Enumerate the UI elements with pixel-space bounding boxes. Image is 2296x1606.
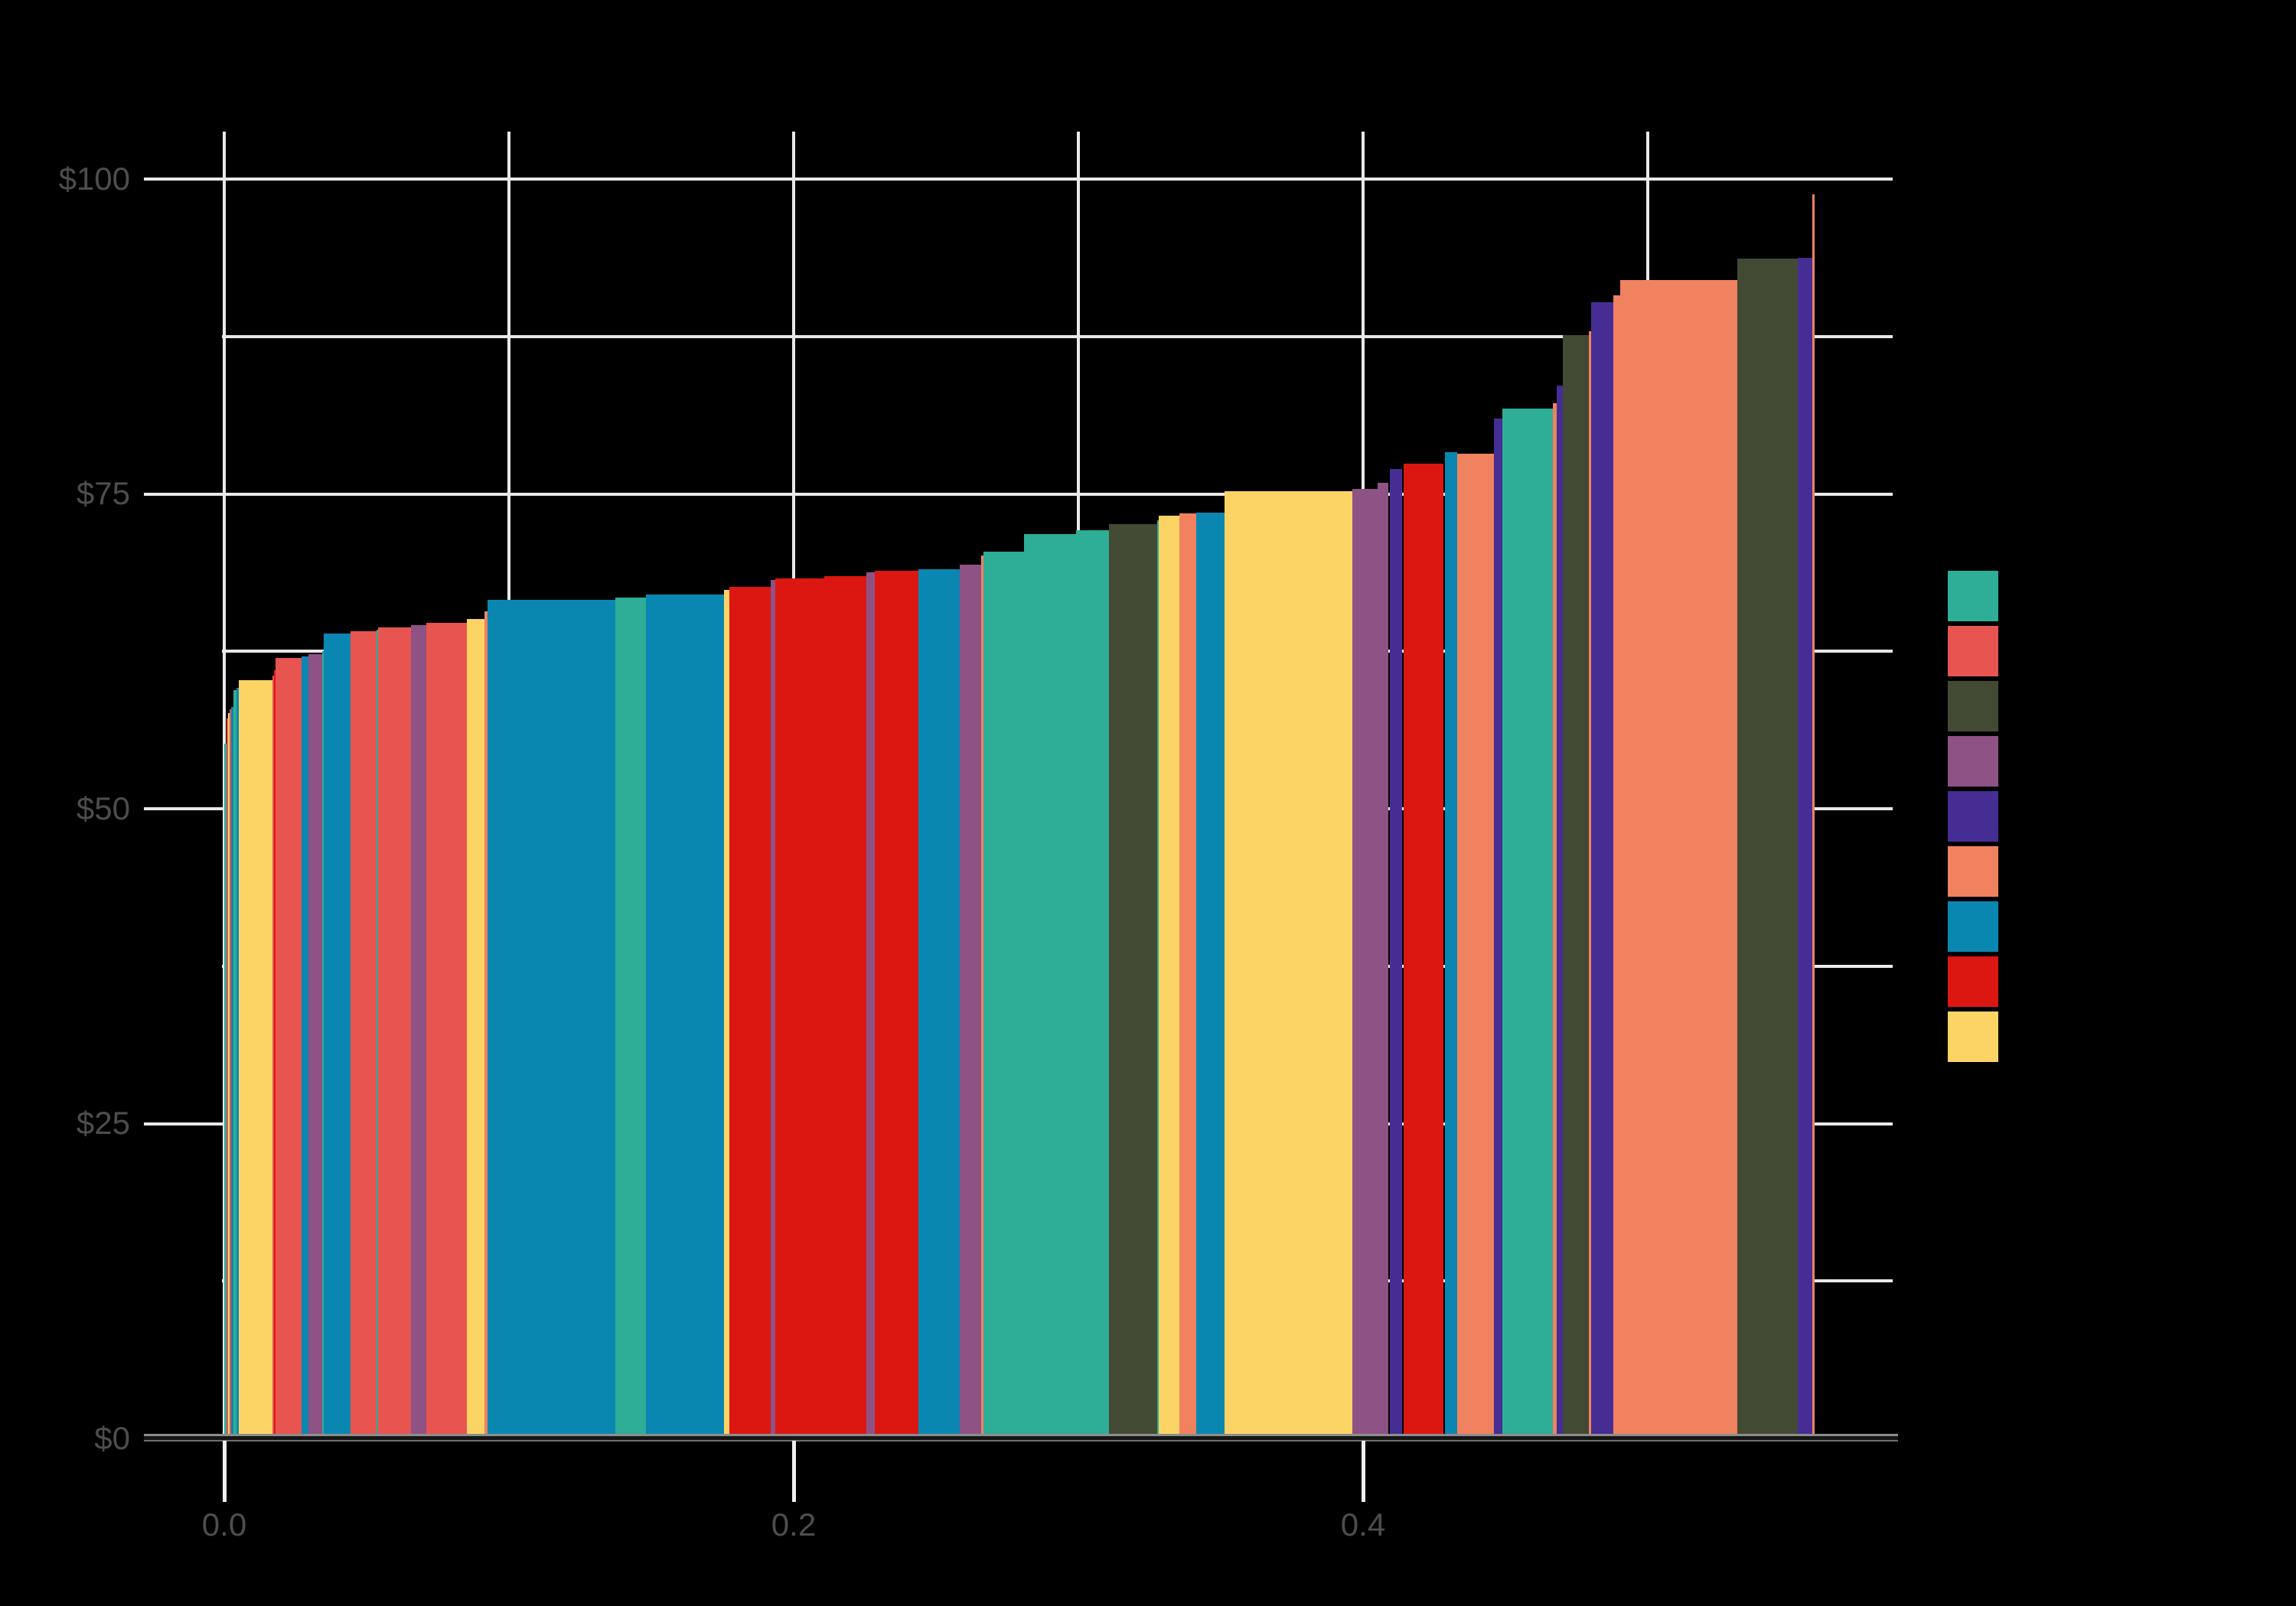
bar-23-teal xyxy=(615,597,647,1438)
legend-swatch-indigo xyxy=(1948,791,1998,842)
bar-46-indigo xyxy=(1389,468,1402,1438)
bar-30-purple xyxy=(866,572,876,1438)
bar-31-red xyxy=(875,571,918,1438)
y-tick-label-100: $100 xyxy=(58,161,130,197)
bar-47-red xyxy=(1403,464,1443,1438)
y-tick-label-25: $25 xyxy=(76,1105,130,1141)
bar-59-olive xyxy=(1737,258,1799,1438)
bar-54-olive xyxy=(1563,335,1589,1438)
legend-swatch-red xyxy=(1948,956,1998,1007)
bar-60-indigo xyxy=(1798,258,1812,1438)
legend-swatch-salmon xyxy=(1948,846,1998,897)
bar-43-yellow xyxy=(1224,491,1352,1438)
bar-4-blue xyxy=(230,706,233,1438)
bar-9-red xyxy=(274,670,276,1438)
bar-41-salmon xyxy=(1179,513,1196,1438)
legend-swatch-yellow xyxy=(1948,1011,1998,1062)
bar-61-salmon xyxy=(1812,194,1815,1438)
y-tick-label-75: $75 xyxy=(76,475,130,511)
bar-10-coral xyxy=(275,657,302,1438)
legend xyxy=(1948,571,1998,1062)
bar-5-teal xyxy=(233,690,236,1438)
bar-17-coral xyxy=(377,627,412,1438)
bar-40-yellow xyxy=(1158,516,1180,1438)
bar-48-blue xyxy=(1445,452,1458,1438)
bar-14-blue xyxy=(323,634,351,1438)
bar-11-blue xyxy=(302,656,309,1438)
bar-8-coral xyxy=(272,675,274,1438)
bar-21-salmon xyxy=(484,611,488,1438)
bar-44-purple xyxy=(1352,489,1378,1438)
bar-7-yellow xyxy=(238,680,272,1438)
bar-34-salmon xyxy=(981,555,984,1438)
bar-32-blue xyxy=(918,569,960,1438)
bar-20-yellow xyxy=(466,618,484,1438)
h-gridline-major xyxy=(144,178,1893,181)
legend-swatch-purple xyxy=(1948,736,1998,787)
bar-19-coral xyxy=(426,622,467,1438)
bar-29-red xyxy=(824,575,867,1438)
x-tick-label-0.2: 0.2 xyxy=(771,1507,817,1542)
x-axis-line xyxy=(144,1434,1898,1441)
bar-39-teal xyxy=(1157,520,1159,1438)
y-tick-label-50: $50 xyxy=(76,790,130,826)
bar-53-indigo xyxy=(1556,386,1564,1438)
bar-13-teal xyxy=(321,651,324,1438)
bar-24-blue xyxy=(645,595,724,1438)
h-gridline-major xyxy=(144,492,1893,496)
x-tick-label-0.4: 0.4 xyxy=(1340,1507,1386,1542)
y-tick-label-0: $0 xyxy=(94,1420,130,1456)
bar-26-red xyxy=(729,587,771,1438)
bar-51-teal xyxy=(1502,408,1553,1438)
bar-35-teal xyxy=(983,552,1024,1438)
bar-1-coral xyxy=(226,718,229,1438)
legend-swatch-coral xyxy=(1948,626,1998,676)
bar-36-teal xyxy=(1023,534,1076,1438)
bar-50-indigo xyxy=(1494,418,1503,1438)
legend-swatch-teal xyxy=(1948,571,1998,621)
x-tick xyxy=(792,1441,796,1502)
bar-15-coral xyxy=(351,631,377,1438)
x-tick xyxy=(223,1441,227,1502)
bar-6-blue xyxy=(236,688,239,1438)
bar-42-blue xyxy=(1196,512,1225,1438)
bar-49-salmon xyxy=(1457,453,1495,1438)
bar-2-yellow xyxy=(227,713,230,1438)
bar-52-salmon xyxy=(1553,403,1557,1438)
bar-56-indigo xyxy=(1590,302,1613,1438)
bar-33-purple xyxy=(959,564,981,1438)
bar-12-purple xyxy=(308,653,322,1438)
bar-16-teal xyxy=(377,629,379,1438)
bar-58-salmon xyxy=(1619,279,1737,1438)
bar-38-olive xyxy=(1109,524,1158,1438)
bar-3-coral xyxy=(230,709,232,1438)
bar-57-salmon xyxy=(1613,295,1620,1438)
bar-0-teal xyxy=(224,743,227,1438)
x-tick-label-0.0: 0.0 xyxy=(201,1507,247,1542)
bar-18-purple xyxy=(411,624,427,1438)
bar-45-purple xyxy=(1377,482,1389,1438)
bar-37-teal xyxy=(1076,530,1110,1438)
bar-22-blue xyxy=(488,599,616,1438)
bar-28-red xyxy=(775,578,824,1438)
x-tick xyxy=(1362,1441,1365,1502)
bar-25-yellow xyxy=(723,589,729,1438)
legend-swatch-olive xyxy=(1948,681,1998,731)
bar-27-purple xyxy=(770,579,775,1438)
h-gridline-minor xyxy=(222,334,1893,338)
legend-swatch-blue xyxy=(1948,901,1998,952)
bar-55-salmon xyxy=(1588,331,1591,1438)
